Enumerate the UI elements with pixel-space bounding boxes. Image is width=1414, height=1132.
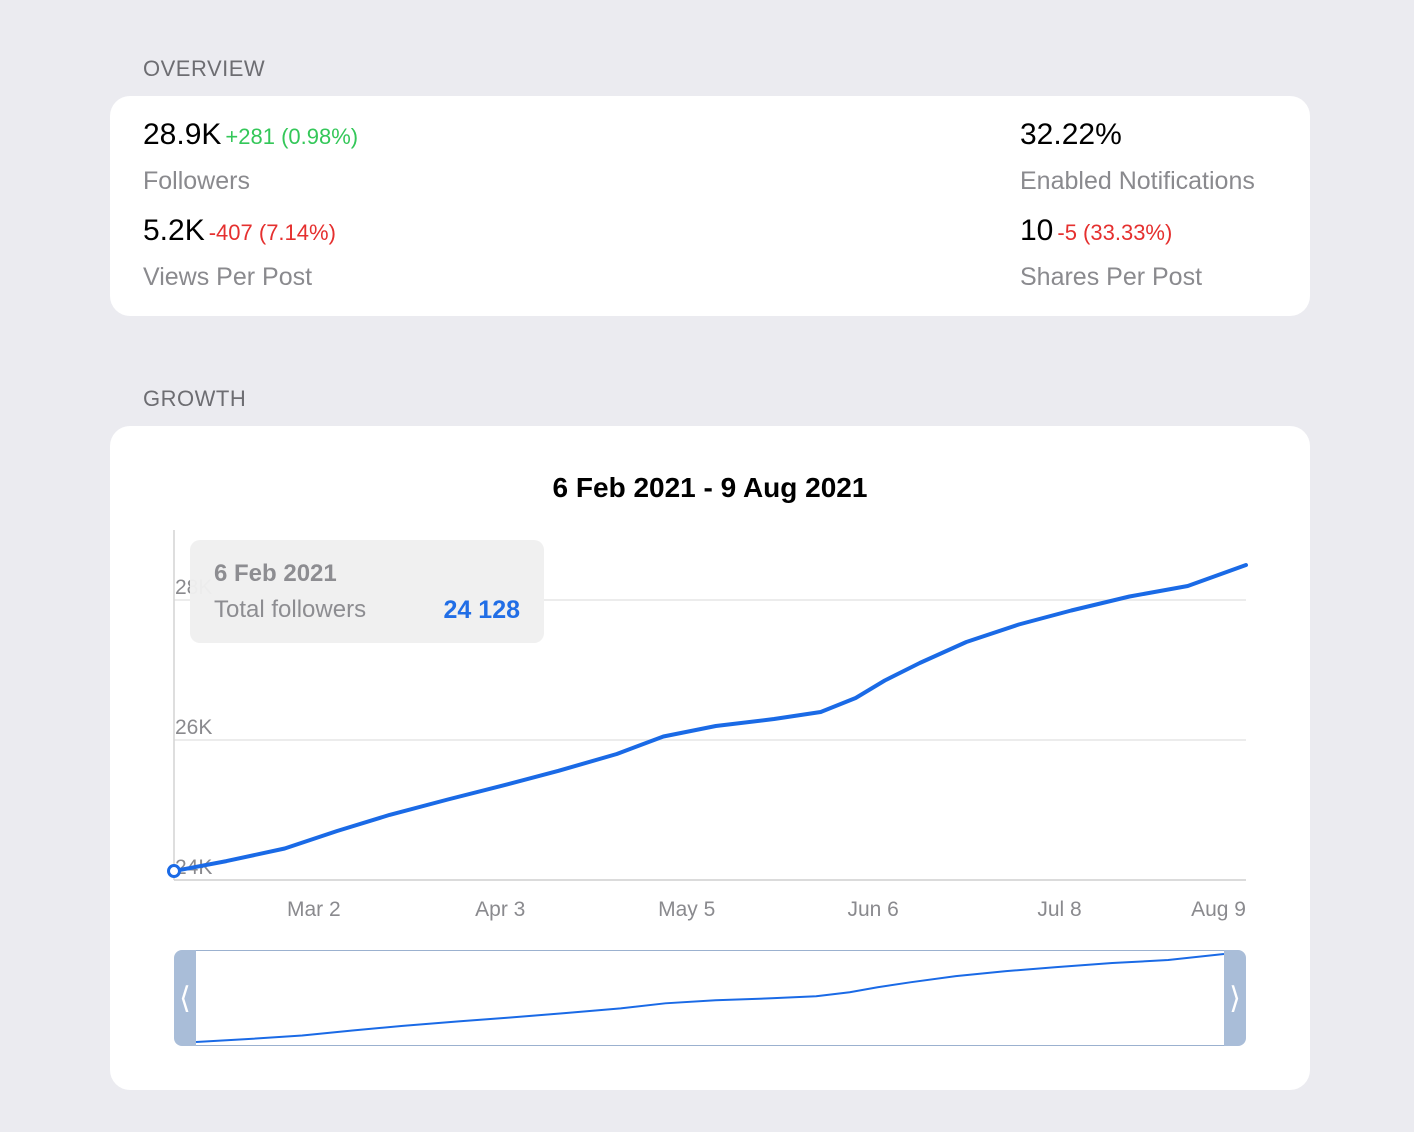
- x-tick-label: Jul 8: [1037, 898, 1081, 921]
- tooltip-label: Total followers: [214, 596, 367, 623]
- chevron-right-icon: ⟩: [1229, 981, 1241, 1015]
- overview-card: 28.9K +281 (0.98%) Followers 5.2K -407 (7.…: [110, 96, 1310, 316]
- navigator-series: [196, 953, 1224, 1043]
- views-value: 5.2K: [143, 214, 205, 247]
- y-tick-label: 26K: [175, 716, 212, 739]
- navigator-line: [196, 953, 1224, 1043]
- shares-label: Shares Per Post: [1020, 263, 1203, 291]
- range-navigator[interactable]: ⟨ ⟩: [174, 950, 1246, 1046]
- x-tick-label: Mar 2: [287, 898, 341, 921]
- navigator-window[interactable]: [196, 950, 1224, 1046]
- tooltip-date: 6 Feb 2021: [214, 560, 337, 587]
- stat-enabled-notifications: 32.22% Enabled Notifications: [1020, 118, 1255, 196]
- notifications-value: 32.22%: [1020, 118, 1122, 151]
- chevron-left-icon: ⟨: [179, 981, 191, 1015]
- followers-label: Followers: [143, 167, 250, 195]
- stat-views-per-post: 5.2K -407 (7.14%) Views Per Post: [143, 214, 336, 292]
- series-line-total-followers: [172, 563, 1248, 874]
- views-label: Views Per Post: [143, 263, 313, 291]
- tooltip-value: 24 128: [443, 596, 520, 624]
- x-tick-label: Jun 6: [847, 898, 898, 921]
- stat-shares-per-post: 10 -5 (33.33%) Shares Per Post: [1020, 214, 1202, 292]
- x-tick-labels: Mar 2 Apr 3 May 5 Jun 6 Jul 8 Aug 9: [287, 898, 1246, 921]
- highlight-point-marker: [167, 864, 181, 879]
- series-layer: [167, 563, 1248, 879]
- overview-header: OVERVIEW: [143, 56, 266, 81]
- shares-delta: -5 (33.33%): [1057, 220, 1173, 245]
- growth-header: GROWTH: [143, 386, 247, 411]
- shares-value: 10: [1020, 214, 1054, 247]
- x-tick-label: Aug 9: [1191, 898, 1246, 921]
- followers-value: 28.9K: [143, 118, 222, 151]
- x-tick-label: Apr 3: [475, 898, 525, 921]
- x-tick-label: May 5: [658, 898, 715, 921]
- chart-title: 6 Feb 2021 - 9 Aug 2021: [552, 472, 868, 503]
- followers-delta: +281 (0.98%): [225, 124, 359, 149]
- navigator-right-handle[interactable]: ⟩: [1224, 950, 1246, 1046]
- views-delta: -407 (7.14%): [208, 220, 336, 245]
- navigator-left-handle[interactable]: ⟨: [174, 950, 196, 1046]
- notifications-label: Enabled Notifications: [1020, 167, 1255, 195]
- chart-tooltip: 6 Feb 2021 Total followers 24 128: [190, 540, 544, 643]
- stat-followers: 28.9K +281 (0.98%) Followers: [143, 118, 358, 196]
- growth-card: 6 Feb 2021 - 9 Aug 2021 24K26K28K Mar 2A…: [110, 426, 1310, 1090]
